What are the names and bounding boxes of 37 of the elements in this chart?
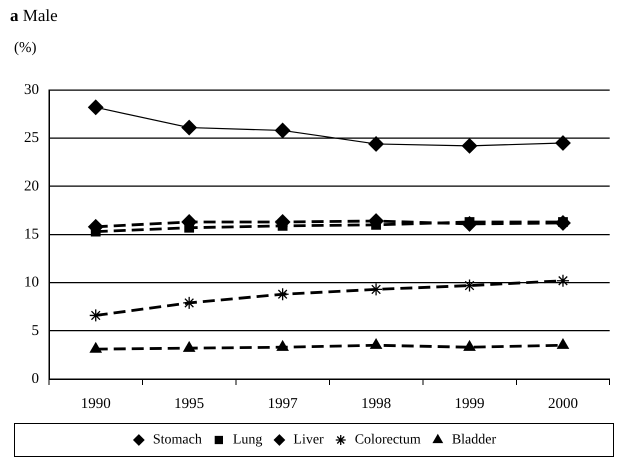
x-tick-label: 2000 [548,396,578,412]
y-tick-label: 20 [24,178,39,194]
legend-label: Stomach [152,432,202,448]
y-tick-label: 30 [24,82,39,98]
point [274,122,290,138]
y-axis-title: (%) [14,40,36,57]
x-tick-label: 1990 [80,396,111,412]
point [555,135,571,151]
x-tick-label: 1998 [361,396,392,412]
y-tick-label: 5 [32,322,39,339]
point [369,282,383,296]
y-tick-label: 10 [24,274,39,291]
point [462,138,478,154]
point [464,340,476,351]
x-tick-label: 1997 [268,396,298,412]
point [182,296,196,310]
point [183,342,196,352]
point [276,340,288,351]
point [368,136,384,152]
legend-label: Bladder [452,432,496,448]
point [556,274,570,288]
point [89,308,102,322]
chart-title: a Male [10,6,58,26]
x-tick-label: 1999 [454,396,485,412]
y-tick-label: 25 [24,130,39,146]
legend-label: Liver [293,432,324,448]
point [88,100,104,115]
point [90,342,102,353]
point [370,338,382,349]
legend-label: Lung [232,432,262,448]
legend-label: Colorectum [354,432,421,448]
x-tick-label: 1995 [174,396,204,412]
point [182,120,197,136]
y-tick-label: 15 [24,226,39,242]
point [557,338,569,349]
y-tick-label: 0 [32,370,39,387]
point [462,278,476,292]
